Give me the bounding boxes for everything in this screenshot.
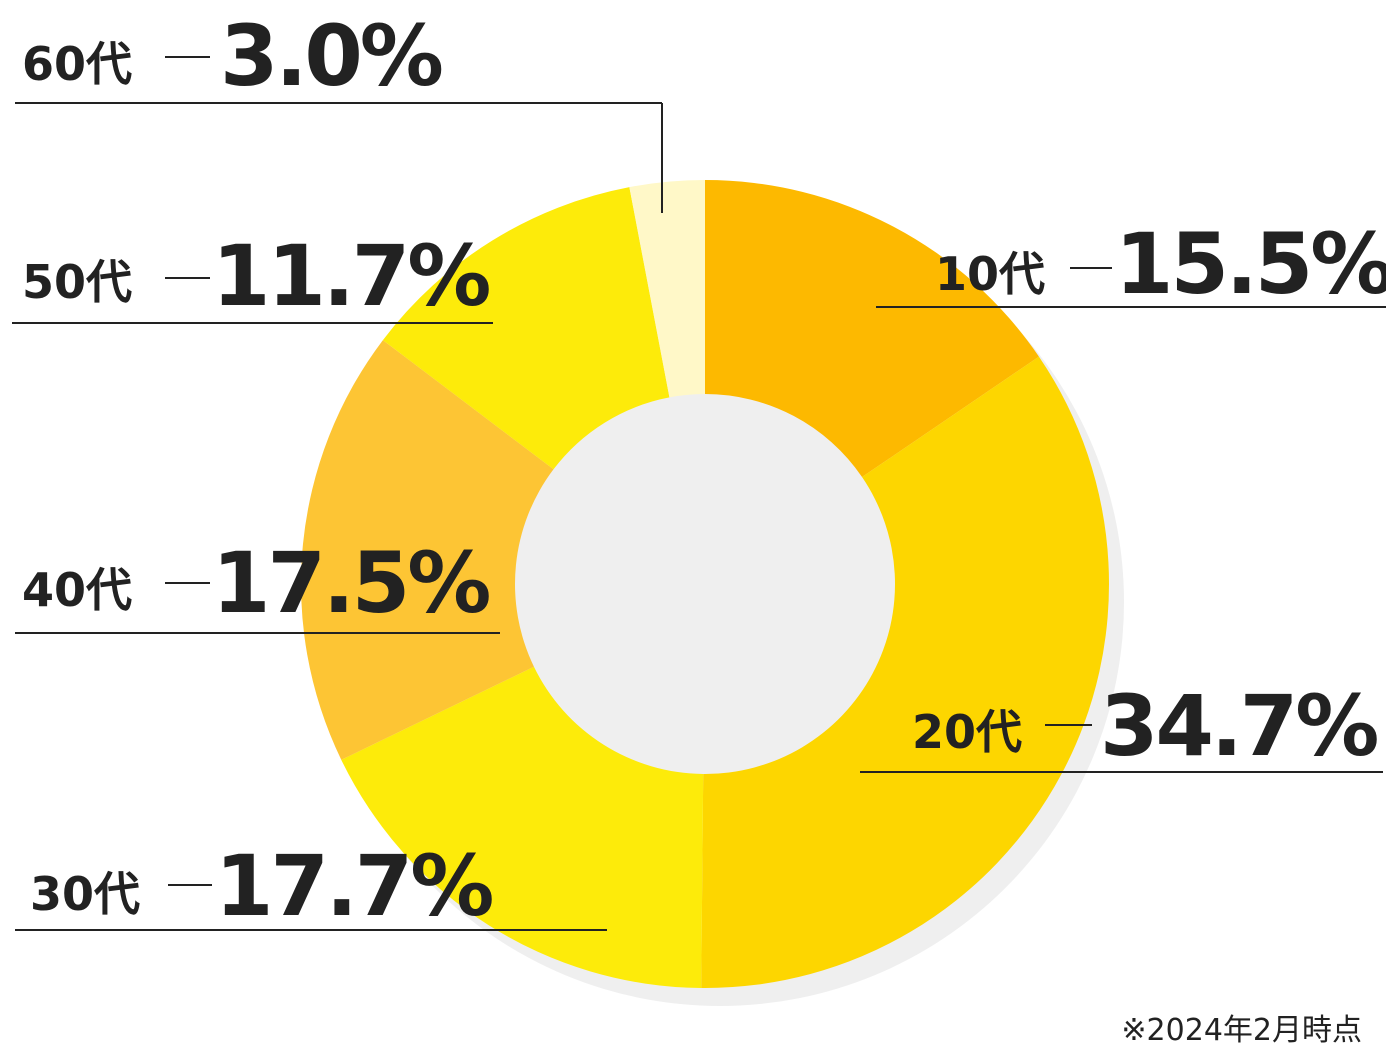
category-label: 40代 <box>22 563 132 617</box>
slice <box>629 180 705 398</box>
slices <box>301 180 1109 989</box>
slice <box>705 180 1039 478</box>
value-label: 17.5% <box>212 534 489 632</box>
slice <box>701 356 1109 989</box>
value-label: 17.7% <box>215 837 492 935</box>
value-label: 11.7% <box>212 227 489 325</box>
note: ※2024年2月時点 <box>1121 1013 1362 1046</box>
slice <box>382 187 670 470</box>
category-label: 50代 <box>22 255 132 309</box>
value-label: 15.5% <box>1115 215 1386 313</box>
slice <box>341 666 704 988</box>
category-label: 30代 <box>30 867 140 921</box>
category-label: 20代 <box>912 705 1022 759</box>
slice <box>301 340 554 760</box>
value-label: 3.0% <box>220 7 442 105</box>
value-label: 34.7% <box>1100 677 1377 775</box>
category-label: 60代 <box>22 37 132 91</box>
labels: 10代 15.5% 20代 34.7% 30代 17.7% 40代 17.5% 50代 11.7%… <box>12 7 1386 935</box>
category-label: 10代 <box>935 247 1045 301</box>
